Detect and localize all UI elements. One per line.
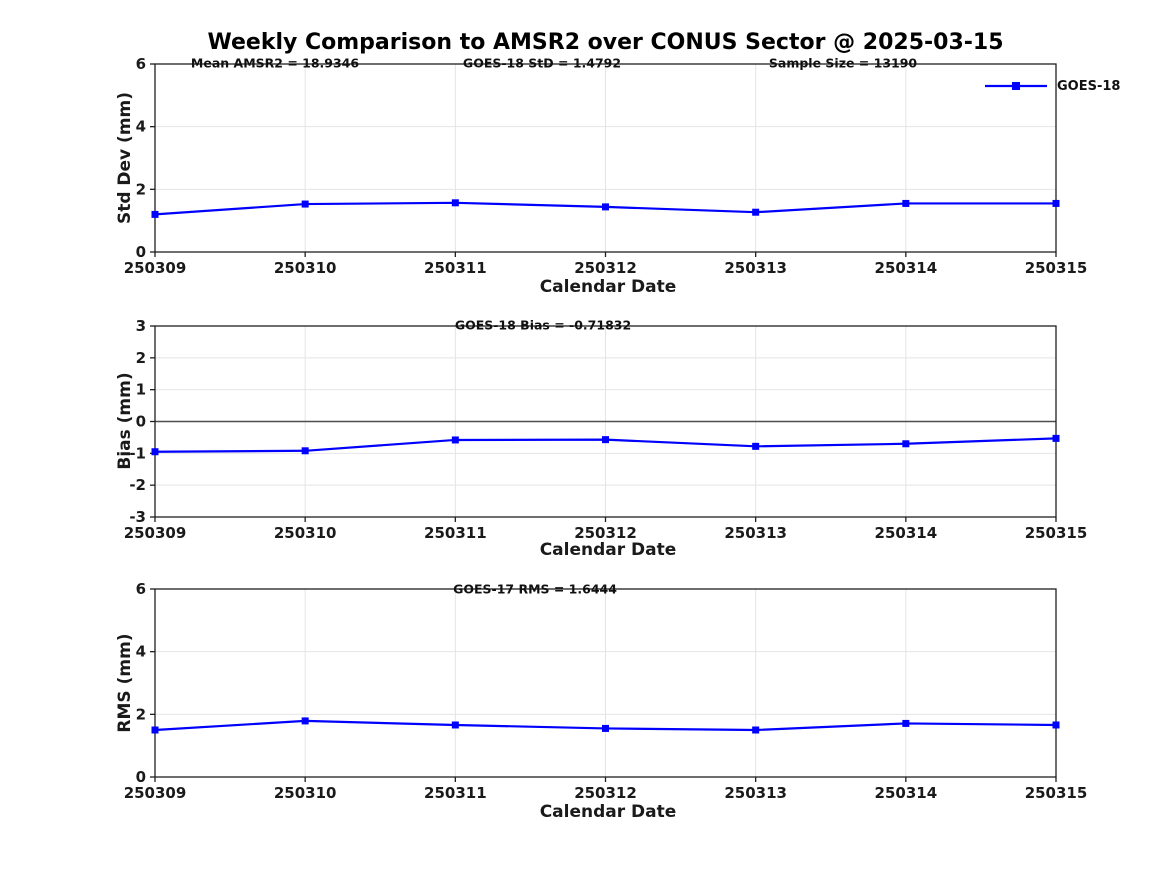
xlabel-calendar-date-2: Calendar Date	[539, 540, 677, 560]
svg-text:4: 4	[136, 118, 146, 136]
svg-text:250309: 250309	[124, 259, 187, 277]
svg-text:-3: -3	[129, 508, 146, 526]
svg-text:0: 0	[136, 243, 146, 261]
svg-text:0: 0	[136, 413, 146, 431]
page-title: Weekly Comparison to AMSR2 over CONUS Se…	[207, 30, 1004, 55]
svg-text:250309: 250309	[124, 784, 187, 802]
svg-text:250315: 250315	[1025, 784, 1088, 802]
xlabel-calendar-date-1: Calendar Date	[539, 277, 677, 297]
svg-text:3: 3	[136, 317, 146, 335]
svg-text:-2: -2	[129, 476, 146, 494]
svg-text:250313: 250313	[724, 524, 787, 542]
svg-text:2: 2	[136, 349, 146, 367]
svg-text:250311: 250311	[424, 259, 487, 277]
svg-text:250314: 250314	[875, 259, 938, 277]
svg-text:250312: 250312	[574, 259, 637, 277]
svg-text:250309: 250309	[124, 524, 187, 542]
svg-text:250313: 250313	[724, 784, 787, 802]
svg-text:250313: 250313	[724, 259, 787, 277]
svg-text:2: 2	[136, 705, 146, 723]
svg-text:250310: 250310	[274, 784, 337, 802]
svg-text:250314: 250314	[875, 524, 938, 542]
svg-text:250315: 250315	[1025, 259, 1088, 277]
svg-text:2: 2	[136, 180, 146, 198]
svg-text:250311: 250311	[424, 524, 487, 542]
xlabel-calendar-date-3: Calendar Date	[539, 802, 677, 822]
svg-text:250310: 250310	[274, 259, 337, 277]
ylabel-bias: Bias (mm)	[115, 372, 135, 470]
annotation-goes18-bias: GOES-18 Bias = -0.71832	[454, 317, 632, 333]
svg-text:0: 0	[136, 768, 146, 786]
svg-text:250315: 250315	[1025, 524, 1088, 542]
svg-text:6: 6	[136, 580, 146, 598]
svg-text:-1: -1	[129, 444, 146, 462]
annotation-goes17-rms: GOES-17 RMS = 1.6444	[453, 581, 617, 597]
svg-text:4: 4	[136, 643, 146, 661]
svg-text:250312: 250312	[574, 524, 637, 542]
annotation-mean-amsr2: Mean AMSR2 = 18.9346	[190, 55, 360, 71]
svg-text:250310: 250310	[274, 524, 337, 542]
ylabel-rms: RMS (mm)	[115, 633, 135, 733]
legend-label: GOES-18	[1057, 78, 1121, 94]
annotation-goes18-std: GOES-18 StD = 1.4792	[462, 55, 622, 71]
annotation-sample-size: Sample Size = 13190	[768, 55, 918, 71]
svg-text:1: 1	[136, 381, 146, 399]
legend-line-marker-icon	[985, 82, 1047, 90]
svg-text:250311: 250311	[424, 784, 487, 802]
svg-text:6: 6	[136, 55, 146, 73]
ylabel-std-dev: Std Dev (mm)	[115, 91, 135, 225]
svg-text:250312: 250312	[574, 784, 637, 802]
legend: GOES-18	[983, 78, 1120, 94]
svg-text:250314: 250314	[875, 784, 938, 802]
